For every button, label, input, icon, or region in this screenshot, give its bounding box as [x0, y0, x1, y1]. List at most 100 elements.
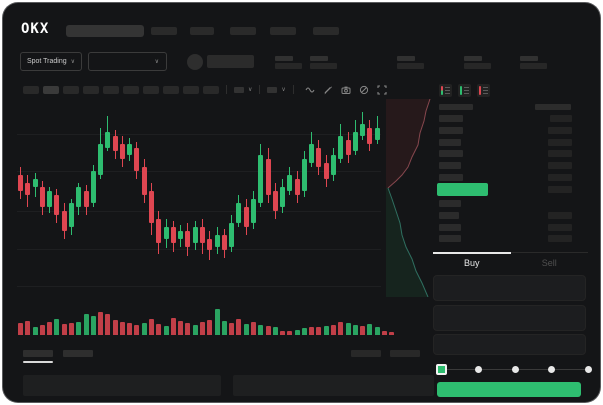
sell-tab[interactable]: Sell: [541, 257, 557, 268]
volume-bar: [178, 321, 184, 335]
candle-body: [18, 175, 23, 192]
ask-price-placeholder[interactable]: [439, 115, 463, 122]
candle-body: [54, 195, 60, 215]
stat-label-placeholder: [275, 56, 293, 61]
slider-stop-dot[interactable]: [585, 366, 592, 373]
volume-bar: [200, 322, 205, 335]
volume-bar: [170, 318, 176, 335]
book-line: [445, 93, 450, 94]
buy-tab[interactable]: Buy: [433, 252, 511, 272]
bid-price-placeholder[interactable]: [439, 235, 461, 243]
slider-stop-dot[interactable]: [511, 366, 519, 373]
ask-amount-placeholder[interactable]: [548, 138, 572, 146]
slider-stop-dot[interactable]: [474, 366, 482, 373]
ask-amount-placeholder[interactable]: [548, 126, 572, 134]
camera-icon[interactable]: [341, 85, 351, 95]
timeframe-button[interactable]: [143, 85, 159, 94]
buy-submit-button[interactable]: [437, 382, 581, 397]
fullscreen-icon[interactable]: [377, 84, 387, 95]
volume-bar: [236, 319, 242, 335]
book-bids-view-icon[interactable]: [458, 84, 471, 97]
price-input[interactable]: [433, 275, 586, 301]
candle-body: [32, 179, 38, 188]
chart-style-icon: [267, 86, 278, 93]
orders-tab[interactable]: [23, 350, 53, 357]
ask-price-placeholder[interactable]: [439, 162, 461, 170]
market-type-dropdown[interactable]: Spot Trading ∨: [20, 52, 82, 71]
book-lines: [483, 86, 488, 95]
nav-item-placeholder[interactable]: [151, 27, 177, 35]
stat-label-placeholder: [310, 56, 328, 61]
chart-style-dropdown[interactable]: ∨: [267, 86, 286, 93]
book-split-view-icon[interactable]: [439, 84, 452, 97]
nav-item-placeholder[interactable]: [230, 27, 256, 35]
timeframe-button[interactable]: [183, 85, 199, 94]
ask-amount-placeholder[interactable]: [548, 162, 572, 170]
indicator-icon: [234, 86, 244, 93]
timeframe-button[interactable]: [63, 85, 79, 94]
candlestick-chart[interactable]: [17, 100, 381, 298]
ask-amount-placeholder[interactable]: [548, 150, 572, 158]
bid-amount-placeholder[interactable]: [548, 235, 572, 243]
candle-body: [214, 234, 220, 247]
orderbook-price-header: [439, 104, 473, 110]
ask-price-placeholder[interactable]: [439, 150, 463, 158]
volume-bar: [76, 322, 82, 335]
timeframe-button[interactable]: [103, 85, 119, 94]
bid-price-placeholder[interactable]: [439, 200, 461, 207]
indicator-dropdown[interactable]: ∨: [234, 86, 252, 93]
colored-strip: [441, 86, 443, 95]
nav-item-placeholder[interactable]: [270, 27, 296, 35]
volume-bar: [83, 314, 89, 335]
candle-body: [163, 226, 169, 239]
book-asks-view-icon[interactable]: [477, 84, 490, 97]
search-input[interactable]: [66, 25, 144, 37]
last-price-bar[interactable]: [437, 183, 488, 196]
ask-amount-placeholder[interactable]: [548, 174, 572, 181]
total-input[interactable]: [433, 334, 586, 355]
candle-body: [149, 191, 155, 223]
chevron-down-icon: ∨: [281, 86, 286, 93]
candle-body: [309, 143, 315, 164]
volume-bar: [360, 326, 366, 335]
timeframe-button[interactable]: [123, 85, 139, 94]
bid-price-placeholder[interactable]: [439, 223, 461, 231]
last-price-placeholder: [207, 55, 254, 68]
candle-body: [345, 139, 351, 156]
bid-amount-placeholder[interactable]: [548, 223, 572, 231]
footer-control-placeholder[interactable]: [390, 350, 420, 357]
bid-amount-placeholder[interactable]: [548, 211, 572, 219]
timeframe-button[interactable]: [83, 85, 99, 94]
timeframe-button[interactable]: [203, 85, 219, 94]
nav-item-placeholder[interactable]: [190, 27, 214, 35]
gridline: [17, 133, 381, 135]
pair-selector-dropdown[interactable]: ∨: [88, 52, 167, 71]
ask-amount-placeholder[interactable]: [550, 115, 572, 122]
slider-stop-dot[interactable]: [548, 366, 556, 373]
candle-body: [83, 191, 89, 207]
volume-bar: [294, 330, 300, 335]
footer-control-placeholder[interactable]: [351, 350, 381, 357]
okx-logo: OKX: [21, 21, 50, 37]
candle-body: [272, 191, 278, 211]
ask-price-placeholder[interactable]: [439, 126, 463, 134]
divider: [259, 85, 261, 94]
history-tab[interactable]: [63, 350, 93, 357]
wave-icon[interactable]: [305, 85, 315, 95]
ask-price-placeholder[interactable]: [439, 138, 461, 146]
slider-handle[interactable]: [436, 364, 447, 375]
pencil-icon[interactable]: [323, 85, 333, 95]
volume-bar: [98, 312, 104, 335]
volume-bar: [316, 327, 322, 335]
cancel-icon[interactable]: [359, 85, 369, 95]
candle-body: [170, 226, 176, 243]
timeframe-button[interactable]: [23, 85, 39, 94]
volume-bar: [265, 326, 271, 335]
stat-value-placeholder: [397, 63, 424, 69]
ask-price-placeholder[interactable]: [439, 174, 463, 181]
timeframe-button[interactable]: [163, 85, 179, 94]
nav-item-placeholder[interactable]: [313, 27, 339, 35]
amount-input[interactable]: [433, 305, 586, 331]
bid-price-placeholder[interactable]: [439, 211, 459, 219]
timeframe-button[interactable]: [43, 85, 59, 94]
